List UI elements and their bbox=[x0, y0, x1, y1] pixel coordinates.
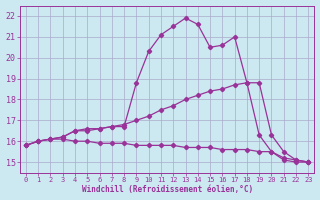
X-axis label: Windchill (Refroidissement éolien,°C): Windchill (Refroidissement éolien,°C) bbox=[82, 185, 253, 194]
